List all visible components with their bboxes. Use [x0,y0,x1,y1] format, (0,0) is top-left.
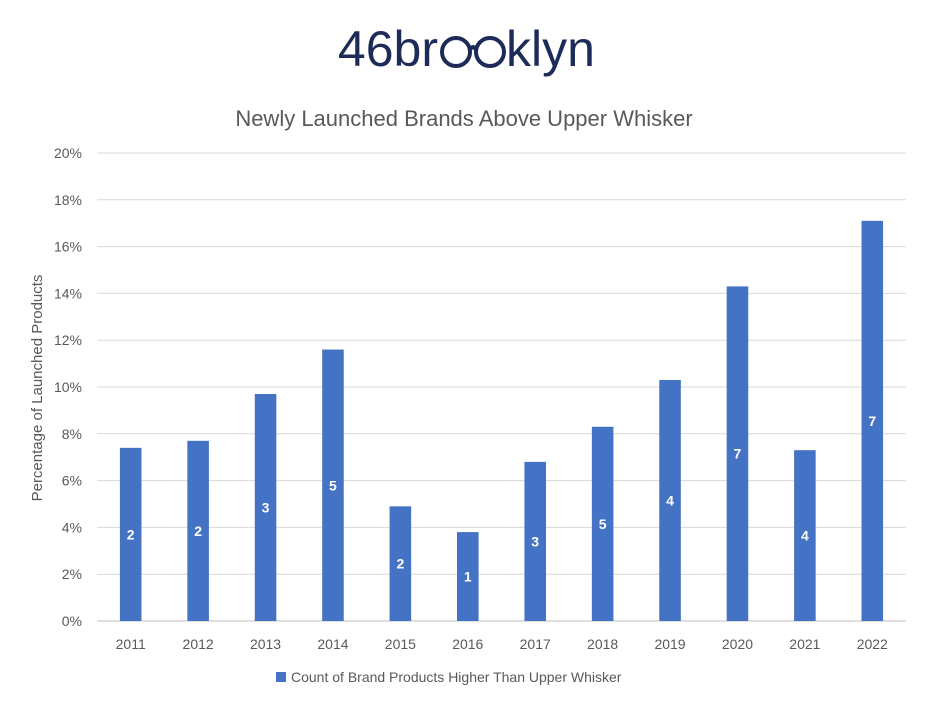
bar [254,394,277,621]
bar-data-label: 3 [262,500,270,516]
y-tick-label: 8% [62,426,82,442]
y-tick-label: 0% [62,613,82,629]
bar-data-label: 3 [531,533,539,549]
bar [389,506,412,621]
bar [119,447,142,621]
y-tick-label: 6% [62,473,82,489]
bar-data-label: 7 [868,413,876,429]
x-tick-label: 2015 [385,636,416,652]
bar-data-label: 2 [194,523,202,539]
x-tick-label: 2022 [857,636,888,652]
y-tick-label: 20% [54,145,82,161]
y-tick-label: 2% [62,566,82,582]
bar-data-label: 4 [801,528,809,544]
logo-text-right: klyn [506,21,595,77]
bar [726,286,749,621]
y-tick-label: 12% [54,332,82,348]
legend-label: Count of Brand Products Higher Than Uppe… [291,669,622,685]
y-axis-label: Percentage of Launched Products [29,275,46,502]
bar [187,440,209,621]
x-tick-label: 2017 [520,636,551,652]
x-tick-label: 2013 [250,636,281,652]
x-tick-label: 2014 [317,636,348,652]
x-tick-label: 2018 [587,636,618,652]
legend-swatch [276,672,286,682]
bar [457,532,479,621]
logo-text-left: 46br [338,21,438,77]
bar [524,461,546,621]
gridlines [97,152,906,622]
bar [861,220,884,622]
bar-data-label: 5 [599,516,607,532]
bar-data-label: 2 [396,556,404,572]
bar [794,450,816,621]
bar [322,349,344,621]
y-axis-ticks: 0% 2% 4% 6% 8% 10% 12% 14% 16% 18% 20% [54,145,82,629]
bar [591,426,614,621]
legend: Count of Brand Products Higher Than Uppe… [276,669,622,685]
bar-data-label: 5 [329,477,337,493]
x-tick-label: 2021 [789,636,820,652]
bar-data-label: 4 [666,492,674,508]
brand-logo: 46br klyn [338,21,595,77]
y-tick-label: 18% [54,192,82,208]
bar-data-label: 2 [127,526,135,542]
y-tick-label: 16% [54,239,82,255]
x-tick-label: 2019 [654,636,685,652]
x-tick-label: 2016 [452,636,483,652]
glasses-icon [440,36,506,68]
x-axis-ticks: 2011 2012 2013 2014 2015 2016 2017 2018 2019 2020… [116,636,888,652]
x-tick-label: 2020 [722,636,753,652]
y-tick-label: 10% [54,379,82,395]
bar-data-label: 7 [734,446,742,462]
x-tick-label: 2011 [116,636,146,652]
chart-title: Newly Launched Brands Above Upper Whiske… [235,106,692,131]
x-tick-label: 2012 [183,636,214,652]
y-tick-label: 14% [54,285,82,301]
y-tick-label: 4% [62,519,82,535]
bar-data-label: 1 [464,569,472,585]
bar [659,379,681,621]
bar-series: 2 2 3 5 2 1 3 5 4 7 4 7 [119,220,884,622]
